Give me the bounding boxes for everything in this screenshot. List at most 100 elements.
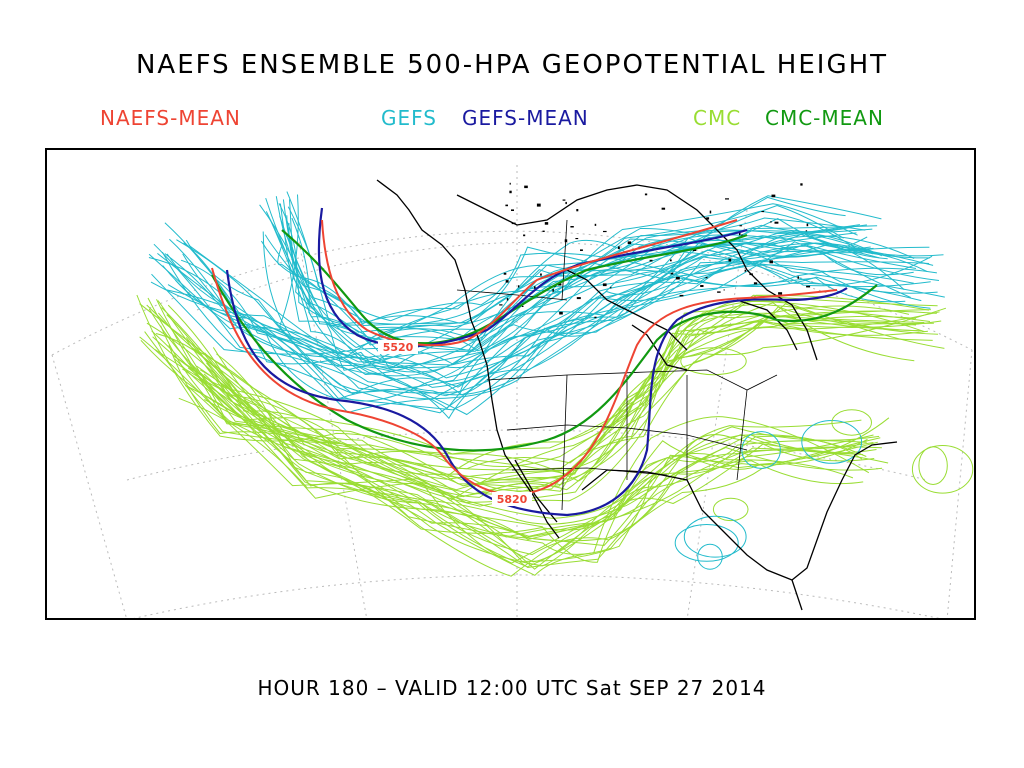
island-mark xyxy=(564,239,568,243)
island-mark xyxy=(505,204,508,207)
island-mark xyxy=(770,221,772,223)
ensemble-member-line xyxy=(148,257,937,411)
political-borders xyxy=(456,219,778,511)
ensemble-member-loop xyxy=(674,524,739,562)
ensemble-member-line xyxy=(204,398,890,577)
map-panel: 5520 5820 xyxy=(45,148,976,620)
island-mark xyxy=(725,198,729,200)
island-mark xyxy=(576,209,579,212)
island-mark xyxy=(542,230,545,232)
island-mark xyxy=(692,248,697,251)
ensemble-member-line xyxy=(187,367,861,556)
island-mark xyxy=(675,276,680,280)
island-mark xyxy=(618,246,620,250)
ensemble-member-line xyxy=(196,365,874,542)
ensemble-member-line xyxy=(286,215,866,352)
ensemble-member-line xyxy=(147,297,939,455)
ensemble-member-line xyxy=(206,362,863,534)
legend-gefs: GEFS xyxy=(381,106,437,130)
island-mark xyxy=(536,203,541,207)
ensemble-member-loop xyxy=(683,515,747,558)
island-mark xyxy=(576,297,581,300)
naefs-mean-5520 xyxy=(321,219,738,347)
ensemble-member-line xyxy=(151,321,928,491)
island-mark xyxy=(797,276,799,279)
ensemble-member-line xyxy=(285,235,874,326)
ensemble-member-loop xyxy=(741,431,781,469)
island-mark xyxy=(717,291,721,293)
island-mark xyxy=(518,285,520,288)
island-mark xyxy=(728,258,732,262)
ensemble-member-line xyxy=(169,238,914,396)
island-mark xyxy=(509,182,511,185)
island-mark xyxy=(753,282,758,285)
island-mark xyxy=(741,234,743,237)
island-mark xyxy=(769,260,773,264)
island-mark xyxy=(670,259,672,262)
ensemble-member-line xyxy=(188,244,905,420)
chart-title: NAEFS ENSEMBLE 500-HPA GEOPOTENTIAL HEIG… xyxy=(135,50,889,80)
ensemble-member-line xyxy=(186,385,862,562)
map-canvas: 5520 5820 xyxy=(51,165,974,618)
ensemble-member-line xyxy=(278,203,878,349)
ensemble-member-line xyxy=(202,362,868,538)
ensemble-member-line xyxy=(152,312,925,480)
valid-time-footer: HOUR 180 – VALID 12:00 UTC Sat SEP 27 20… xyxy=(257,676,767,700)
ensemble-member-line xyxy=(180,249,931,410)
ensemble-member-loop xyxy=(911,445,974,494)
gefs-mean-contours xyxy=(225,207,848,517)
ensemble-member-line xyxy=(161,251,930,394)
ensemble-member-line xyxy=(151,264,931,366)
island-mark xyxy=(800,183,803,186)
island-mark xyxy=(806,223,809,227)
cmc-mean-5820 xyxy=(211,274,878,452)
island-mark xyxy=(774,221,779,224)
island-mark xyxy=(723,289,725,291)
island-mark xyxy=(706,217,710,220)
ensemble-member-line xyxy=(162,249,928,388)
island-mark xyxy=(744,269,746,272)
legend-cmc: CMC xyxy=(693,106,742,130)
cmc-mean-5520 xyxy=(281,229,748,345)
ensemble-member-line xyxy=(188,362,864,519)
island-mark xyxy=(505,280,509,283)
ensemble-member-line xyxy=(265,197,874,351)
legend-naefs-mean: NAEFS-MEAN xyxy=(100,106,241,130)
ensemble-member-line xyxy=(148,233,944,388)
island-mark xyxy=(771,194,776,198)
ensemble-member-loop xyxy=(697,543,723,570)
island-mark xyxy=(557,283,562,286)
island-mark xyxy=(594,223,597,226)
island-mark xyxy=(644,193,648,196)
island-mark xyxy=(649,259,653,262)
ensemble-member-line xyxy=(191,347,880,567)
gefs-mean-5520 xyxy=(317,207,748,348)
legend-gefs-mean: GEFS-MEAN xyxy=(462,106,589,130)
island-mark xyxy=(559,311,563,315)
naefs-mean-5820 xyxy=(211,267,838,497)
island-mark xyxy=(670,272,674,275)
island-mark xyxy=(603,230,607,233)
island-mark xyxy=(506,298,509,301)
islands-and-lakes xyxy=(499,182,811,319)
ensemble-member-line xyxy=(203,373,867,563)
island-mark xyxy=(805,230,808,232)
island-mark xyxy=(749,273,753,276)
island-mark xyxy=(570,226,574,228)
island-mark xyxy=(540,273,542,276)
island-mark xyxy=(552,289,554,292)
island-mark xyxy=(511,209,514,211)
island-mark xyxy=(627,241,632,244)
island-mark xyxy=(761,211,765,213)
island-mark xyxy=(806,285,811,288)
ensemble-member-loop xyxy=(918,446,948,486)
ensemble-member-loop xyxy=(831,409,873,436)
ensemble-member-line xyxy=(286,191,844,327)
label-bg-5820 xyxy=(492,492,532,506)
legend-cmc-mean: CMC-MEAN xyxy=(765,106,884,130)
ensemble-member-line xyxy=(167,303,931,470)
label-bg-5520 xyxy=(378,340,418,354)
island-mark xyxy=(661,207,666,210)
island-mark xyxy=(562,199,566,201)
island-mark xyxy=(739,225,743,227)
